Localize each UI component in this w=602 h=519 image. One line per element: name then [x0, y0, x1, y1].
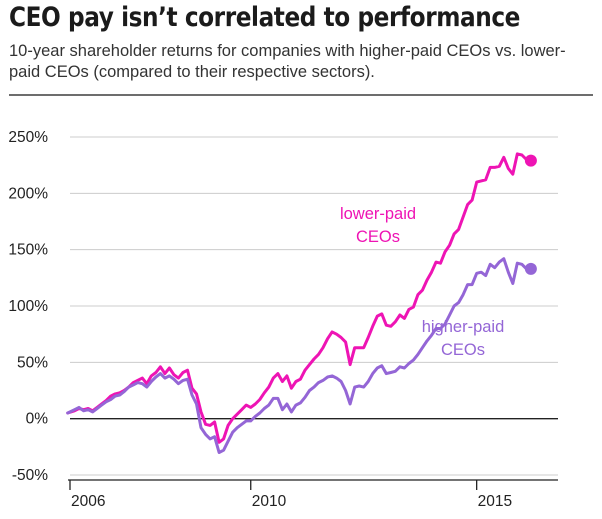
- y-tick-label: 0%: [26, 411, 49, 428]
- higher-paid-ceos-end-marker: [524, 262, 537, 275]
- higher-paid-ceos-label: higher-paid: [422, 318, 505, 336]
- y-tick-label: 150%: [8, 242, 48, 259]
- gridlines: [70, 136, 558, 476]
- axes: -50% 0% 50% 100% 150% 200% 250% 2006 2010 2015: [8, 129, 558, 510]
- lower-paid-ceos-label: lower-paid: [340, 205, 416, 223]
- x-tick-label: 2010: [252, 493, 287, 510]
- y-tick-label: 250%: [8, 129, 48, 146]
- x-tick-label: 2015: [478, 493, 512, 510]
- y-tick-label: -50%: [12, 467, 48, 484]
- y-tick-label: 100%: [8, 298, 48, 315]
- y-tick-label: 50%: [17, 354, 48, 371]
- series-labels: lower-paid CEOs higher-paid CEOs: [340, 205, 504, 359]
- lower-paid-ceos-end-marker: [524, 154, 537, 167]
- x-tick-label: 2006: [71, 493, 105, 510]
- lower-paid-ceos-label: CEOs: [356, 228, 400, 246]
- chart-title: CEO pay isn’t correlated to performance: [9, 2, 520, 33]
- higher-paid-ceos-line: [66, 257, 533, 454]
- higher-paid-ceos-label: CEOs: [441, 341, 485, 359]
- chart-subtitle: 10-year shareholder returns for companie…: [9, 42, 566, 81]
- series-lines: [66, 152, 537, 454]
- header-divider: [9, 94, 593, 96]
- y-tick-label: 200%: [8, 185, 48, 202]
- lower-paid-ceos-line: [66, 152, 533, 444]
